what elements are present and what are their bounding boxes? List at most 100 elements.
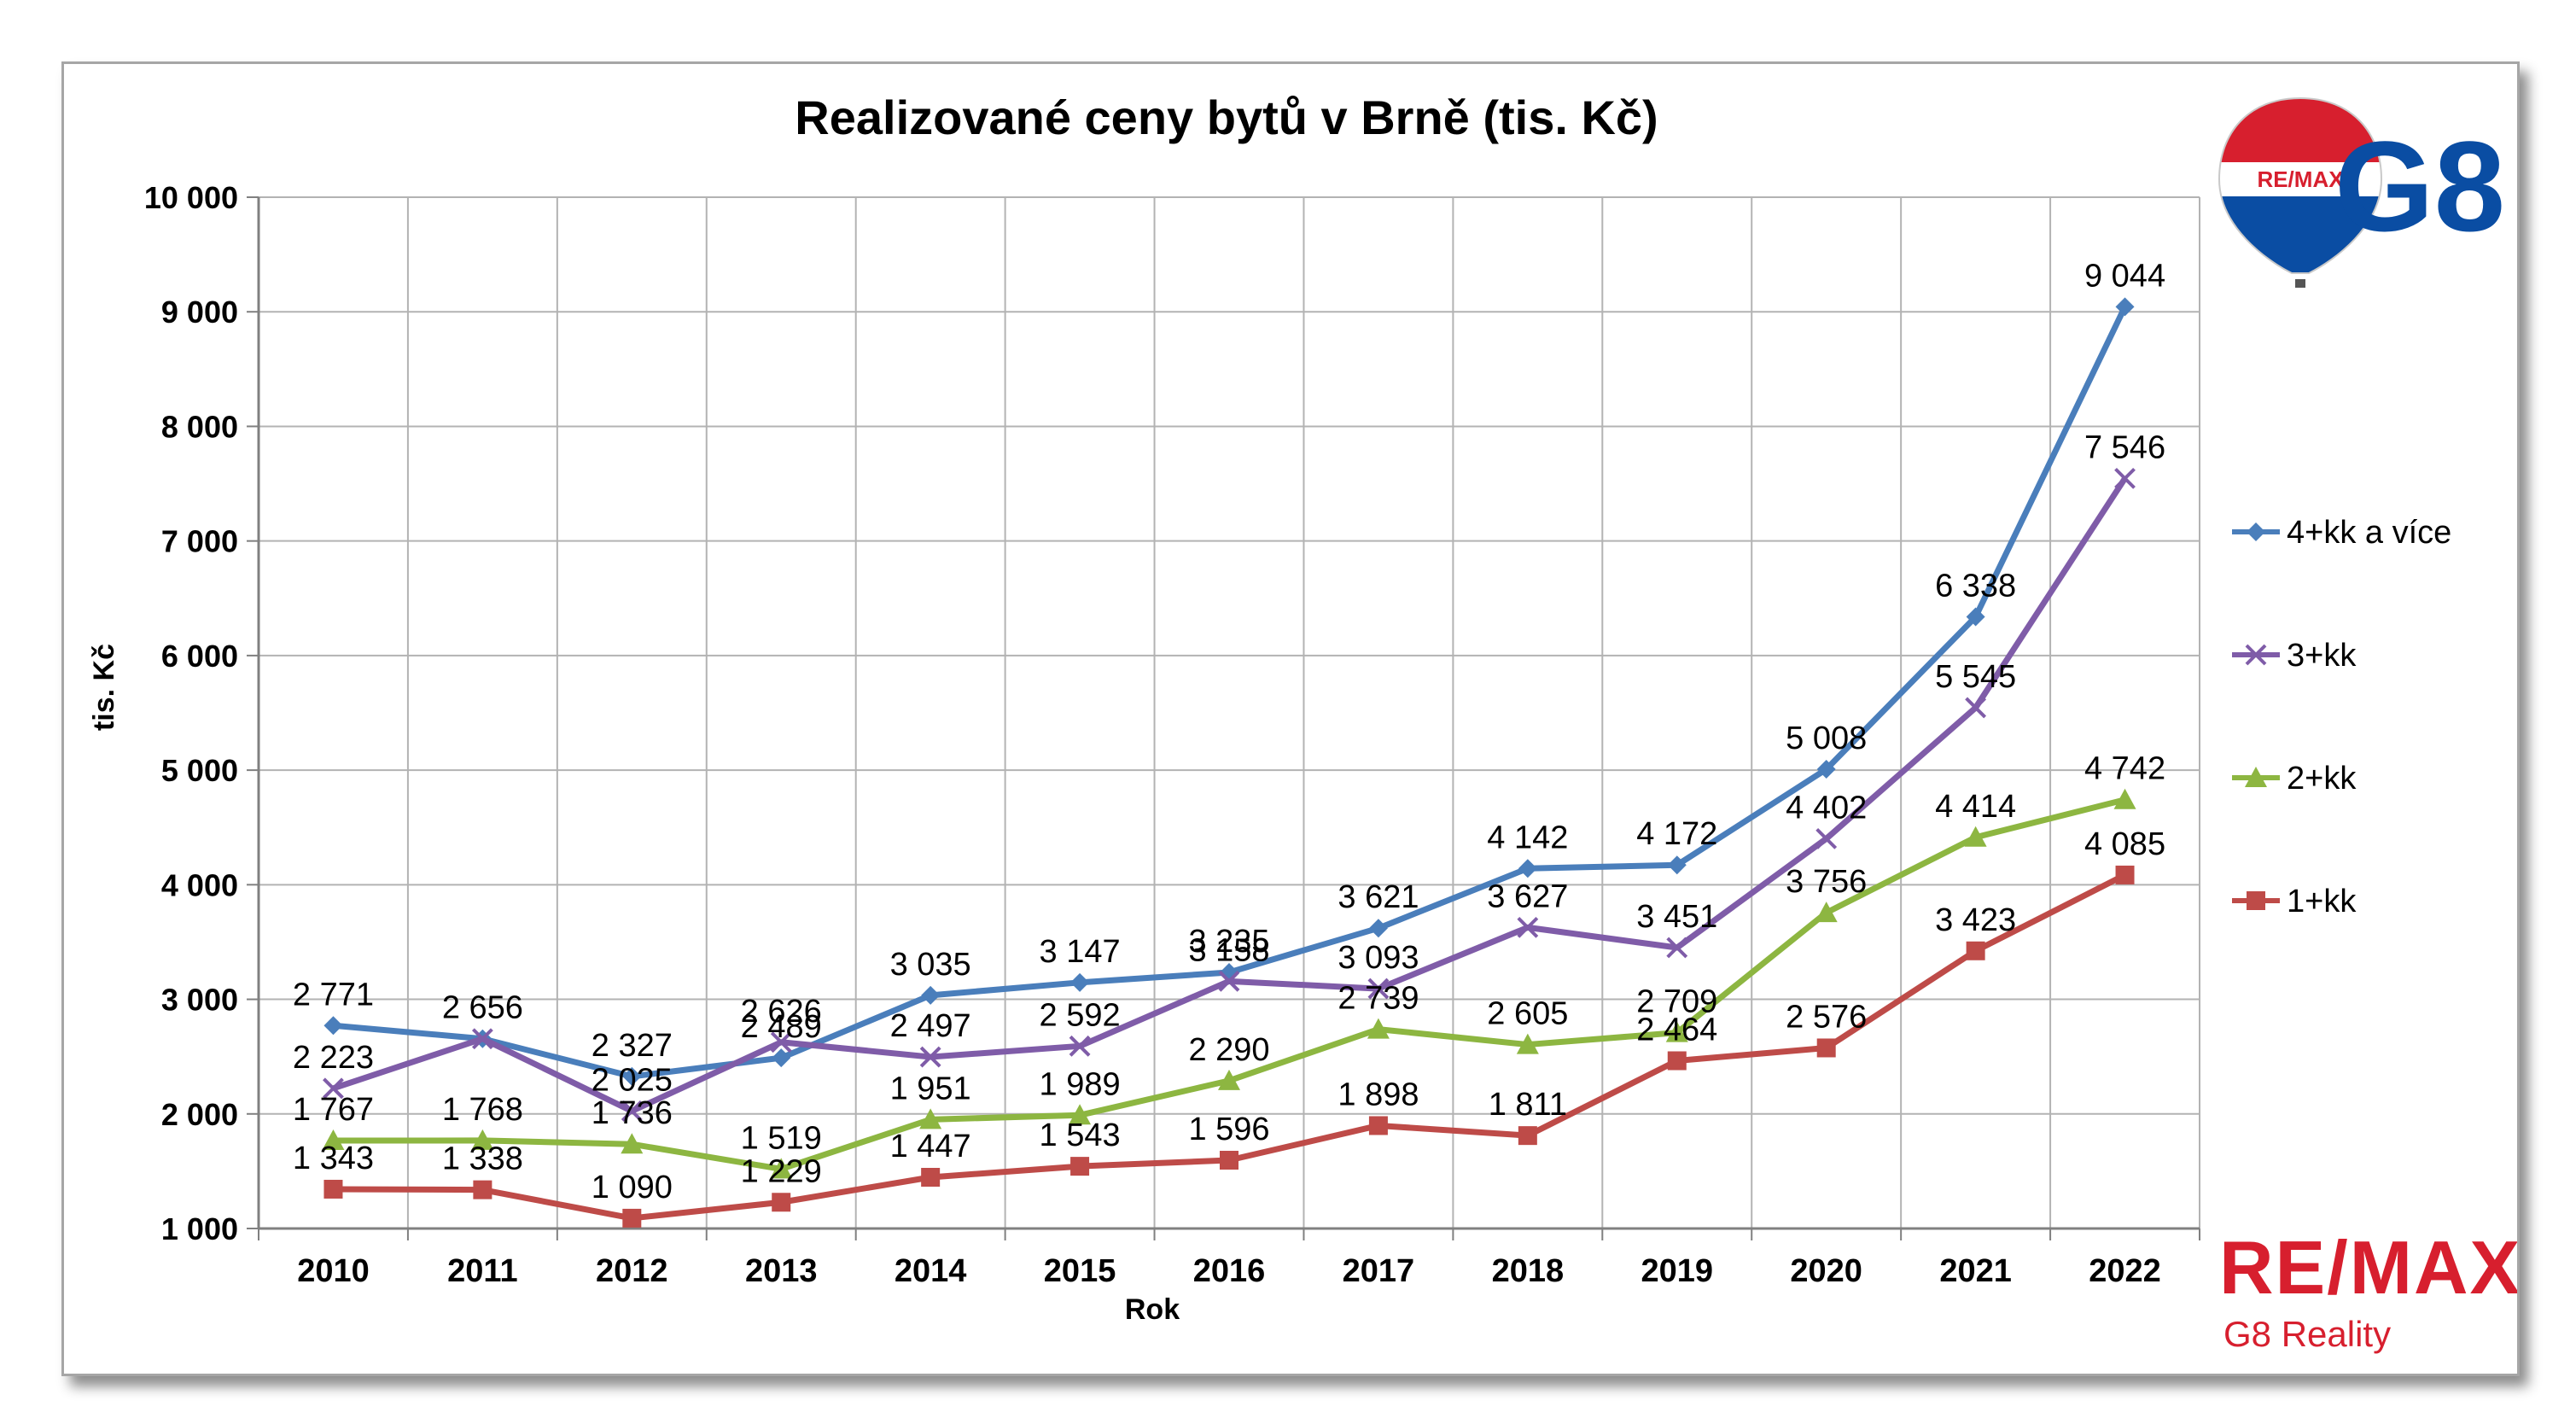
y-axis-label: tis. Kč (88, 644, 120, 731)
data-point (322, 1129, 345, 1151)
data-label: 9 044 (2084, 258, 2165, 294)
x-tick-label: 2017 (1343, 1253, 1415, 1289)
data-point (1070, 1157, 1090, 1176)
price-line-chart: Realizované ceny bytů v Brně (tis. Kč) 1… (88, 90, 2517, 1354)
data-label: 1 343 (293, 1141, 374, 1176)
y-tick-label: 3 000 (161, 983, 238, 1018)
x-tick-label: 2022 (2089, 1253, 2161, 1289)
data-label: 1 090 (592, 1170, 673, 1205)
chart-frame: Realizované ceny bytů v Brně (tis. Kč) 1… (61, 61, 2520, 1376)
data-label: 6 338 (1935, 569, 2016, 604)
data-label: 1 768 (442, 1092, 523, 1128)
legend-item: 1+kk (2232, 884, 2357, 919)
legend-label: 2+kk (2287, 761, 2357, 797)
data-label: 1 229 (741, 1153, 822, 1189)
data-label: 3 035 (890, 947, 971, 983)
axes (247, 196, 2200, 1240)
data-label: 2 771 (293, 977, 374, 1013)
data-point-stroke (323, 1077, 344, 1100)
data-point (622, 1066, 642, 1086)
series-1-kk (323, 865, 2135, 1228)
data-label: 4 402 (1786, 790, 1867, 826)
data-label: 2 592 (1040, 997, 1121, 1033)
y-tick-label: 8 000 (161, 409, 238, 444)
data-point (1218, 1069, 1240, 1090)
g8-logo-text: G8 (2334, 114, 2505, 258)
x-tick-labels: 2010 2011 2012 2013 2014 2015 2016 2017 2018 2019… (297, 1253, 2161, 1289)
data-point (1815, 902, 1838, 923)
data-label: 3 451 (1636, 899, 1717, 935)
legend-item: 4+kk a více (2232, 515, 2451, 551)
data-point (1964, 826, 1987, 847)
data-point (1518, 1126, 1537, 1146)
data-label: 3 093 (1338, 940, 1419, 976)
data-label: 2 489 (741, 1009, 822, 1045)
data-point-stroke (471, 1028, 493, 1050)
data-point (772, 1048, 791, 1068)
x-tick-label: 2021 (1939, 1253, 2012, 1289)
data-label: 2 656 (442, 990, 523, 1026)
remax-subtitle: G8 Reality (2223, 1314, 2391, 1354)
data-label: 2 223 (293, 1040, 374, 1076)
data-label: 1 989 (1040, 1066, 1121, 1102)
y-tick-label: 1 000 (161, 1211, 238, 1246)
data-label: 4 742 (2084, 751, 2165, 787)
data-point (471, 1028, 493, 1050)
data-point (1966, 941, 1985, 960)
data-point (2114, 467, 2136, 489)
data-label: 1 767 (293, 1092, 374, 1128)
data-point (1666, 937, 1688, 959)
data-point (471, 1129, 494, 1150)
x-tick-label: 2018 (1492, 1253, 1565, 1289)
data-label: 3 621 (1338, 879, 1419, 915)
data-label: 2 739 (1338, 981, 1419, 1017)
data-point (2245, 644, 2267, 666)
y-tick-label: 5 000 (161, 753, 238, 788)
data-point (1667, 855, 1687, 875)
data-point-stroke (1367, 978, 1390, 1000)
data-label: 3 423 (1935, 902, 2016, 938)
data-point (1069, 1035, 1091, 1057)
x-tick-label: 2012 (596, 1253, 668, 1289)
data-point (2115, 865, 2135, 884)
data-point (621, 1133, 644, 1154)
y-tick-label: 6 000 (161, 639, 238, 674)
data-point (1966, 607, 1985, 627)
data-label: 1 898 (1338, 1077, 1419, 1112)
y-tick-label: 2 000 (161, 1097, 238, 1132)
data-label: 3 756 (1786, 864, 1867, 900)
data-point-stroke (1815, 827, 1838, 849)
data-point (1218, 970, 1240, 992)
y-tick-label: 10 000 (144, 180, 238, 215)
x-tick-label: 2010 (297, 1253, 370, 1289)
data-point (1667, 1051, 1687, 1071)
x-tick-label: 2016 (1193, 1253, 1266, 1289)
data-label: 2 576 (1786, 999, 1867, 1035)
data-label: 2 327 (592, 1028, 673, 1064)
legend-label: 1+kk (2287, 884, 2357, 919)
data-label: 5 008 (1786, 721, 1867, 756)
data-label: 4 142 (1487, 820, 1568, 855)
data-point (622, 1208, 642, 1228)
data-label: 1 811 (1489, 1087, 1567, 1123)
data-label: 4 414 (1935, 789, 2016, 825)
data-point (921, 985, 941, 1005)
data-point-stroke (919, 1046, 941, 1068)
x-axis-label: Rok (1125, 1293, 1180, 1326)
x-tick-label: 2015 (1044, 1253, 1116, 1289)
data-label: 5 545 (1935, 659, 2016, 695)
data-label: 3 158 (1188, 932, 1269, 968)
data-label: 1 519 (741, 1120, 822, 1156)
data-label: 3 235 (1188, 924, 1269, 960)
y-tick-label: 9 000 (161, 295, 238, 330)
data-label: 1 338 (442, 1141, 523, 1177)
data-point (621, 1100, 643, 1122)
data-point (1069, 1104, 1092, 1125)
data-point (772, 1193, 791, 1212)
data-point (1965, 697, 1987, 719)
data-label: 2 626 (741, 994, 822, 1030)
data-label: 1 543 (1040, 1118, 1121, 1153)
data-point-stroke (1218, 970, 1240, 992)
data-point (2115, 297, 2135, 317)
data-point (1220, 1151, 1238, 1170)
